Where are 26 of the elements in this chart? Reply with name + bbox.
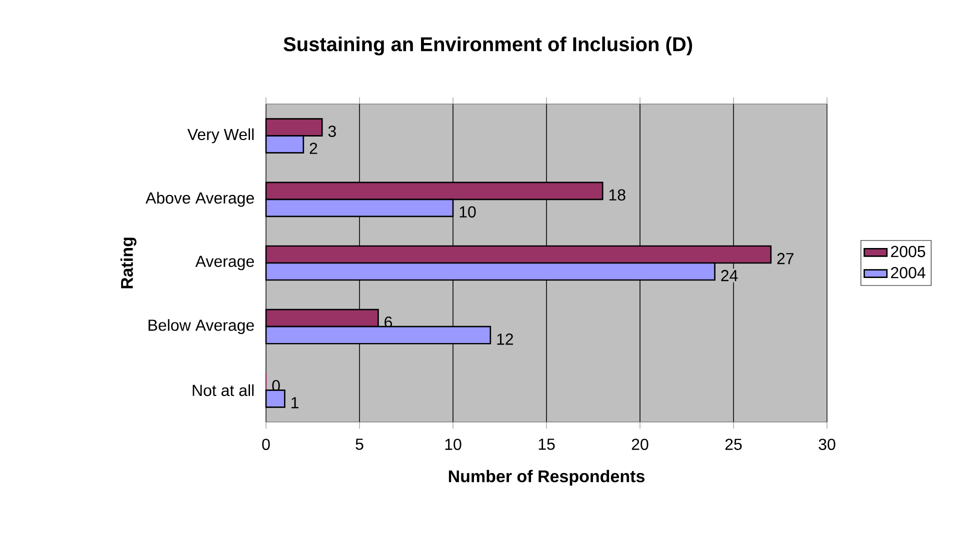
x-tick-label: 15: [538, 438, 555, 450]
x-tick-label: 10: [445, 438, 462, 450]
data-label: 2: [310, 142, 318, 154]
x-axis-title: Number of Respondents: [448, 470, 644, 486]
x-tick-label: 5: [356, 438, 364, 450]
data-label: 18: [609, 189, 626, 201]
data-label: 3: [328, 126, 336, 137]
x-tick-label: 25: [725, 438, 742, 450]
legend-label: 2005: [891, 246, 926, 258]
legend-label: 2004: [891, 266, 926, 278]
bar: [265, 390, 286, 408]
y-tick-label: Very Well: [187, 128, 254, 144]
y-axis-title: Rating: [120, 238, 136, 288]
x-tick-label: 0: [262, 438, 270, 450]
y-tick-label: Average: [195, 256, 254, 270]
x-tick-label: 20: [632, 438, 648, 450]
y-tick-label: Above Average: [146, 192, 254, 207]
data-label: 12: [497, 334, 513, 345]
data-label: 27: [777, 252, 794, 264]
data-label: 24: [721, 270, 738, 282]
x-tick-label: 30: [818, 438, 836, 450]
data-label: 10: [460, 206, 476, 218]
y-tick-label: Not at all: [192, 384, 254, 396]
data-label: 1: [292, 397, 298, 408]
chart-title: Sustaining an Environment of Inclusion (D): [284, 36, 692, 56]
y-tick-label: Below Average: [148, 319, 254, 334]
